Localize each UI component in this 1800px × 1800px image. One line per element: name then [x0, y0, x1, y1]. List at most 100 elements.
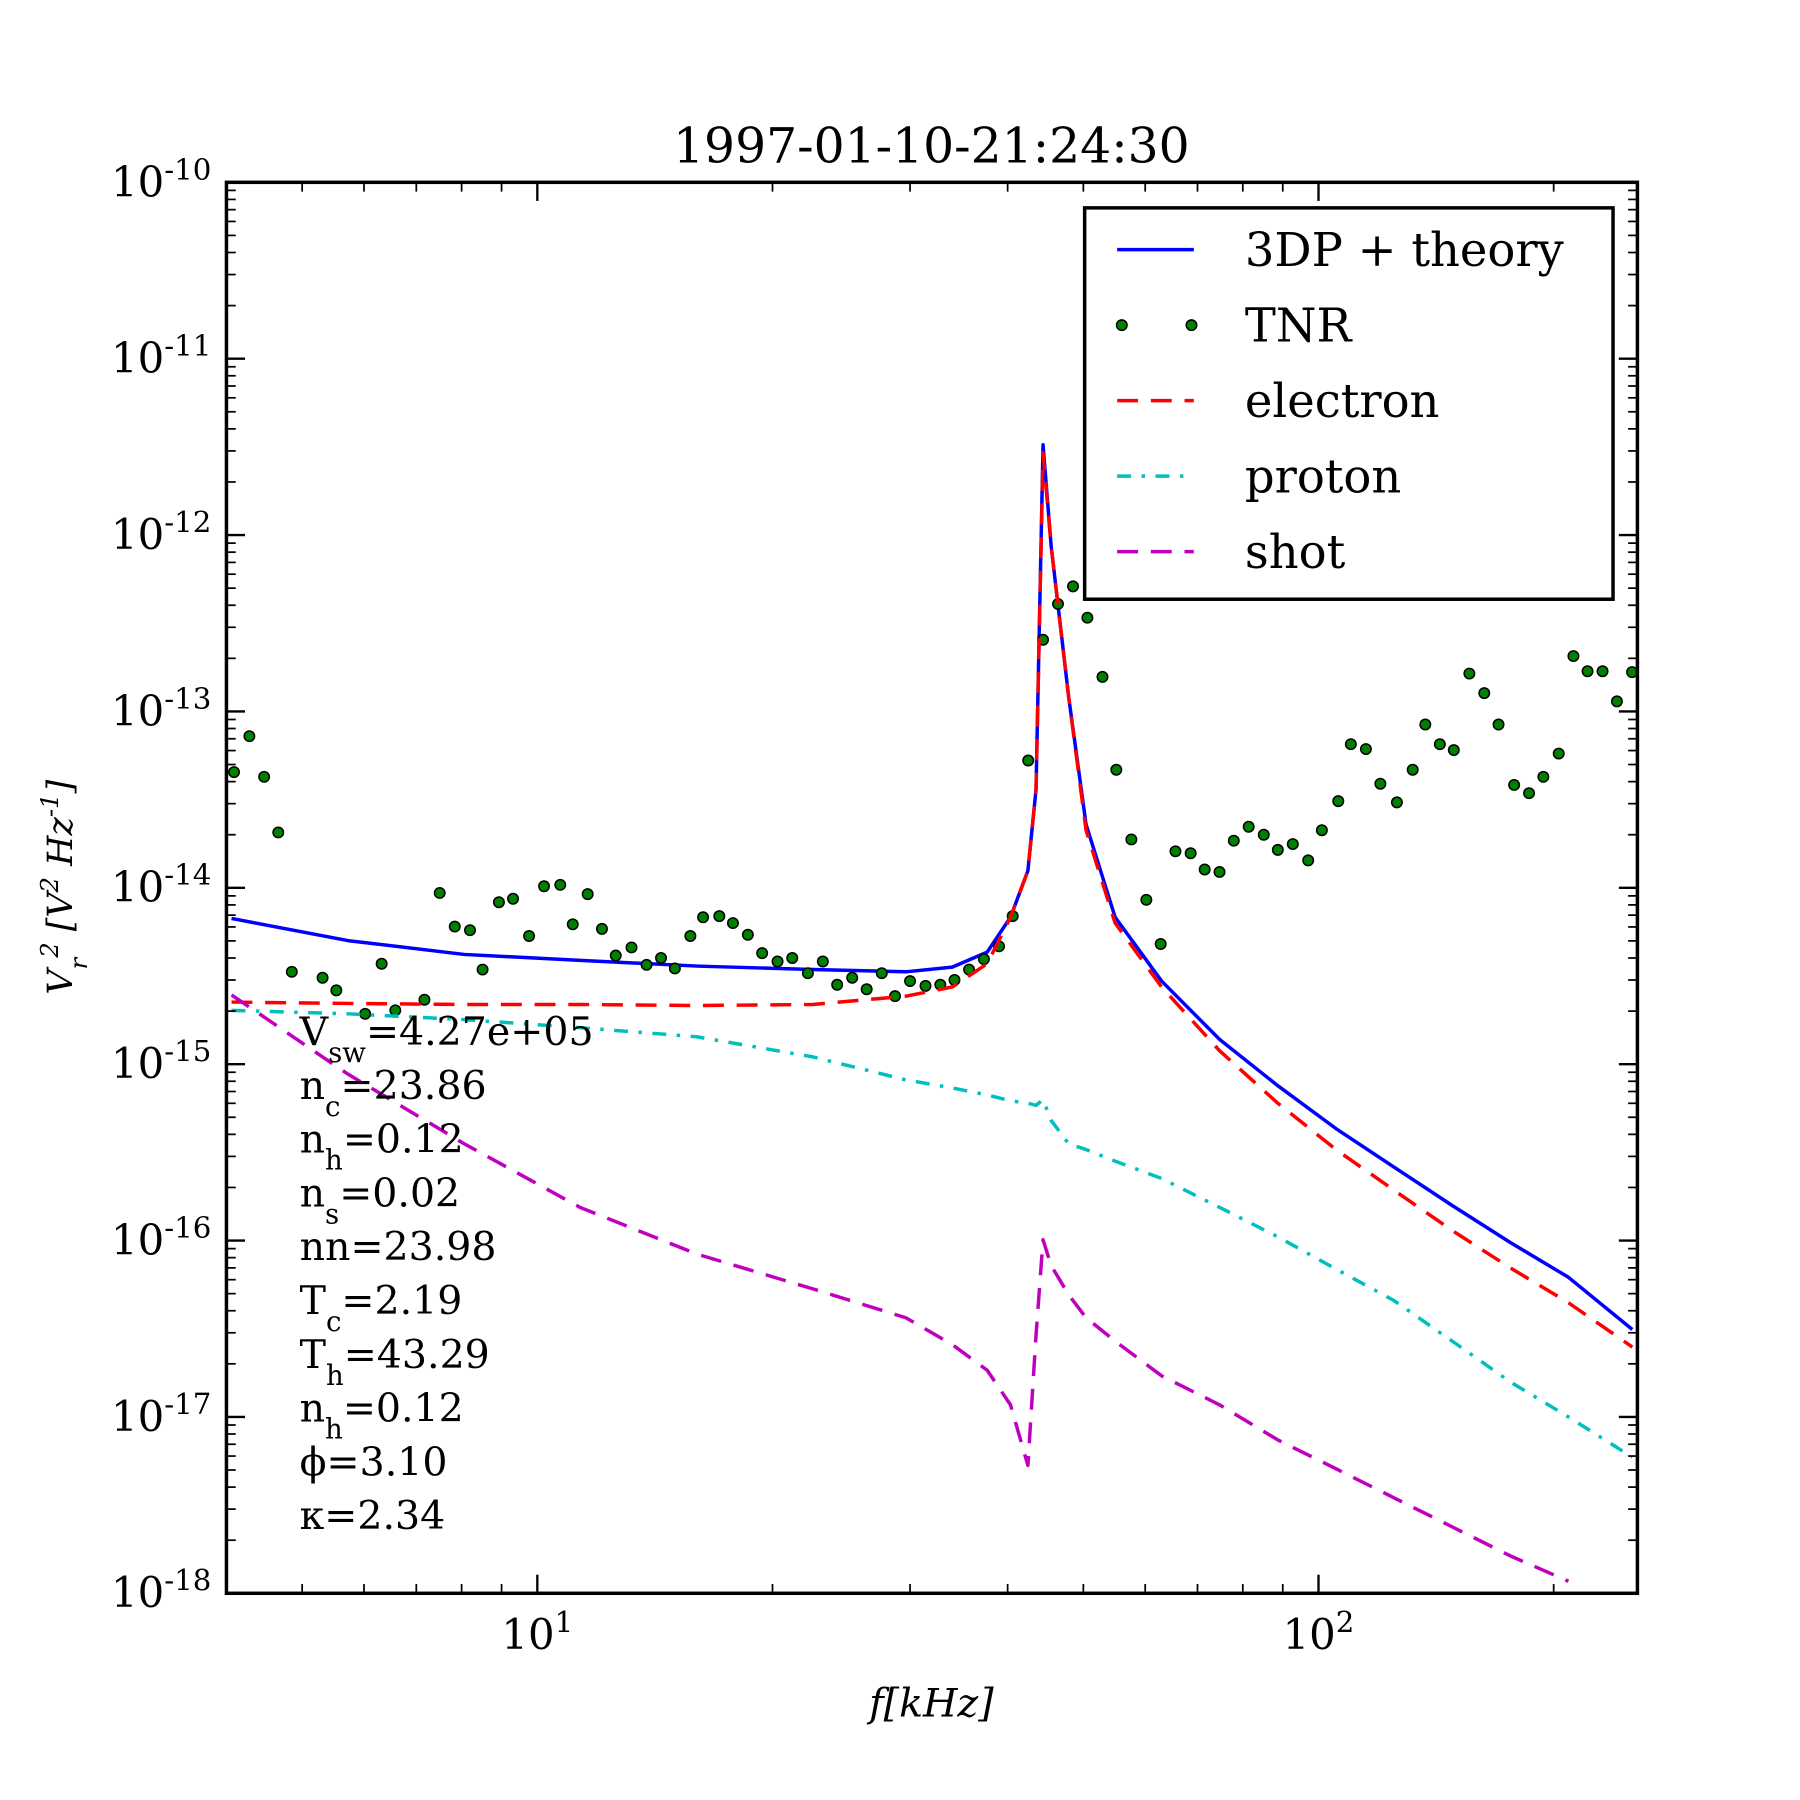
annotation: Th=43.29 [300, 1332, 490, 1392]
tnr-point [1523, 787, 1536, 800]
tnr-point [1406, 763, 1419, 776]
tnr-point [492, 896, 505, 909]
x-tick-label: 101 [501, 1605, 573, 1659]
tnr-point [448, 920, 461, 933]
tnr-point [507, 892, 520, 905]
annotation: ns=0.02 [300, 1170, 461, 1229]
tnr-point [786, 952, 799, 964]
tnr-point [1581, 665, 1594, 678]
legend-label: shot [1245, 525, 1346, 579]
tnr-point [538, 880, 551, 893]
tnr-point [228, 766, 240, 779]
tnr-point [697, 911, 710, 924]
tnr-point [1492, 718, 1505, 731]
tnr-point [1332, 795, 1345, 808]
tnr-point [1067, 580, 1079, 593]
tnr-point [741, 928, 754, 941]
tnr-point [1257, 828, 1270, 841]
y-tick-label: 10-10 [111, 152, 211, 206]
tnr-point [713, 910, 726, 923]
tnr-point [1508, 778, 1521, 791]
annotation: Vsw=4.27e+05 [299, 1009, 594, 1069]
tnr-point [1198, 863, 1211, 876]
legend-label: 3DP + theory [1245, 223, 1565, 277]
tnr-point [816, 955, 829, 968]
series-line [231, 1008, 1634, 1459]
tnr-point [330, 984, 343, 997]
tnr-point [418, 993, 431, 1006]
tnr-point [1213, 865, 1226, 878]
tnr-point [272, 826, 285, 839]
tnr-point [1242, 820, 1255, 833]
tnr-point [1302, 854, 1315, 867]
tnr-point [1610, 695, 1623, 708]
tnr-point [801, 967, 814, 980]
annotation: Tc=2.19 [300, 1278, 463, 1337]
tnr-point [1227, 834, 1240, 847]
y-tick-label: 10-16 [111, 1210, 211, 1264]
tnr-point [554, 878, 567, 891]
y-tick-label: 10-11 [111, 329, 211, 383]
tnr-point [375, 957, 388, 970]
tnr-point [640, 958, 653, 971]
tnr-point [1552, 747, 1565, 760]
tnr-point [1125, 833, 1138, 846]
tnr-point [831, 978, 844, 991]
legend-marker [1115, 319, 1128, 332]
y-tick-label: 10-17 [111, 1387, 211, 1441]
tnr-point [1567, 650, 1580, 663]
annotation: nn=23.98 [300, 1224, 497, 1270]
tnr-point [860, 983, 873, 996]
tnr-point [1140, 893, 1153, 906]
chart-title: 1997-01-10-21:24:30 [673, 118, 1190, 175]
x-tick-label: 102 [1283, 1605, 1355, 1659]
y-tick-label: 10-18 [111, 1563, 211, 1617]
tnr-point [1096, 670, 1109, 683]
legend-label: proton [1245, 449, 1401, 503]
tnr-point [1433, 738, 1446, 751]
tnr-point [771, 955, 784, 968]
x-axis-label: f[kHz] [866, 1680, 994, 1726]
y-tick-label: 10-13 [111, 681, 211, 735]
legend-label: TNR [1245, 298, 1354, 352]
annotation: nh=0.12 [300, 1386, 464, 1446]
tnr-point [977, 953, 990, 966]
tnr-point [566, 918, 579, 931]
series-line [230, 993, 1570, 1583]
annotation: nh=0.12 [300, 1117, 464, 1176]
tnr-point [609, 949, 622, 962]
tnr-point [684, 930, 697, 942]
y-tick-label: 10-14 [111, 858, 211, 912]
tnr-point [258, 770, 271, 783]
annotation: nc=23.86 [300, 1063, 487, 1123]
tnr-point [726, 917, 739, 930]
tnr-point [464, 924, 476, 937]
tnr-point [1419, 718, 1432, 731]
tnr-point [655, 952, 668, 964]
tnr-point [1390, 796, 1403, 809]
annotation: κ=2.34 [300, 1493, 446, 1539]
legend-label: electron [1245, 374, 1440, 428]
tnr-point [1169, 845, 1182, 858]
legend-box [1082, 206, 1615, 601]
tnr-point [1022, 754, 1035, 767]
tnr-point [1081, 611, 1094, 624]
tnr-point [285, 965, 298, 978]
y-tick-label: 10-15 [111, 1034, 211, 1088]
tnr-point [1315, 824, 1328, 837]
tnr-point [756, 947, 769, 960]
tnr-point [1447, 744, 1460, 757]
tnr-point [1463, 667, 1476, 680]
tnr-point [316, 971, 329, 984]
y-tick-label: 10-12 [111, 505, 211, 559]
tnr-point [1271, 843, 1284, 856]
tnr-point [1286, 838, 1299, 851]
tnr-point [433, 886, 446, 899]
legend-marker [1185, 319, 1198, 332]
plot-area [228, 443, 1638, 1583]
tnr-point [523, 930, 536, 942]
tnr-point [919, 979, 932, 992]
tnr-point [625, 941, 638, 954]
tnr-point [1596, 665, 1609, 678]
tnr-point [1374, 777, 1387, 790]
